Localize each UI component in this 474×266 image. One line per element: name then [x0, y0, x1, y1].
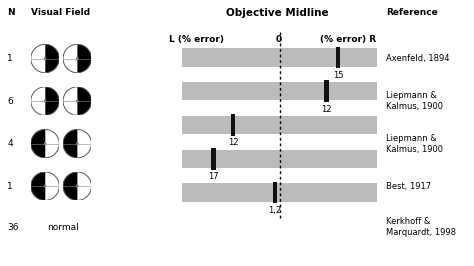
Text: L (% error): L (% error) — [169, 35, 224, 44]
Circle shape — [76, 57, 79, 60]
Text: Reference: Reference — [386, 8, 438, 17]
Circle shape — [31, 130, 59, 158]
Bar — [324, 80, 328, 102]
Wedge shape — [31, 172, 45, 200]
Text: Best, 1917: Best, 1917 — [386, 182, 431, 191]
Circle shape — [63, 44, 91, 73]
Text: normal: normal — [47, 223, 79, 232]
Text: Kerkhoff &
Marquardt, 1998: Kerkhoff & Marquardt, 1998 — [386, 217, 456, 238]
Wedge shape — [45, 44, 59, 73]
Text: 6: 6 — [7, 97, 13, 106]
Text: Liepmann &
Kalmus, 1900: Liepmann & Kalmus, 1900 — [386, 134, 443, 154]
Circle shape — [44, 185, 46, 188]
Wedge shape — [77, 44, 91, 73]
Wedge shape — [63, 172, 77, 200]
Bar — [182, 82, 377, 101]
Text: 1: 1 — [7, 54, 13, 63]
Text: Axenfeld, 1894: Axenfeld, 1894 — [386, 54, 450, 63]
Text: Liepmann &
Kalmus, 1900: Liepmann & Kalmus, 1900 — [386, 91, 443, 111]
Text: 0: 0 — [276, 35, 282, 44]
Bar — [231, 114, 236, 136]
Bar — [182, 116, 377, 134]
Circle shape — [76, 142, 79, 145]
Circle shape — [44, 142, 46, 145]
Wedge shape — [63, 130, 77, 158]
Circle shape — [44, 57, 46, 60]
Text: 15: 15 — [333, 71, 343, 80]
Circle shape — [63, 130, 91, 158]
Text: Visual Field: Visual Field — [31, 8, 90, 17]
Text: 36: 36 — [7, 223, 18, 232]
Bar — [336, 47, 340, 68]
Circle shape — [44, 100, 46, 102]
Wedge shape — [45, 87, 59, 115]
Circle shape — [31, 87, 59, 115]
Bar — [182, 48, 377, 66]
Text: 4: 4 — [7, 139, 13, 148]
Text: 1,2: 1,2 — [268, 206, 282, 215]
Text: (% error) R: (% error) R — [320, 35, 376, 44]
Circle shape — [63, 87, 91, 115]
Circle shape — [76, 185, 79, 188]
Text: 12: 12 — [228, 138, 238, 147]
Text: 17: 17 — [208, 172, 219, 181]
Wedge shape — [77, 87, 91, 115]
Circle shape — [63, 172, 91, 200]
Bar — [211, 148, 216, 170]
Text: 1: 1 — [7, 182, 13, 191]
Bar — [182, 149, 377, 168]
Wedge shape — [31, 130, 45, 158]
Bar — [182, 184, 377, 202]
Text: 12: 12 — [321, 105, 331, 114]
Text: N: N — [7, 8, 15, 17]
Circle shape — [31, 172, 59, 200]
Text: Objective Midline: Objective Midline — [226, 8, 328, 18]
Bar — [273, 182, 277, 203]
Circle shape — [76, 100, 79, 102]
Circle shape — [31, 44, 59, 73]
